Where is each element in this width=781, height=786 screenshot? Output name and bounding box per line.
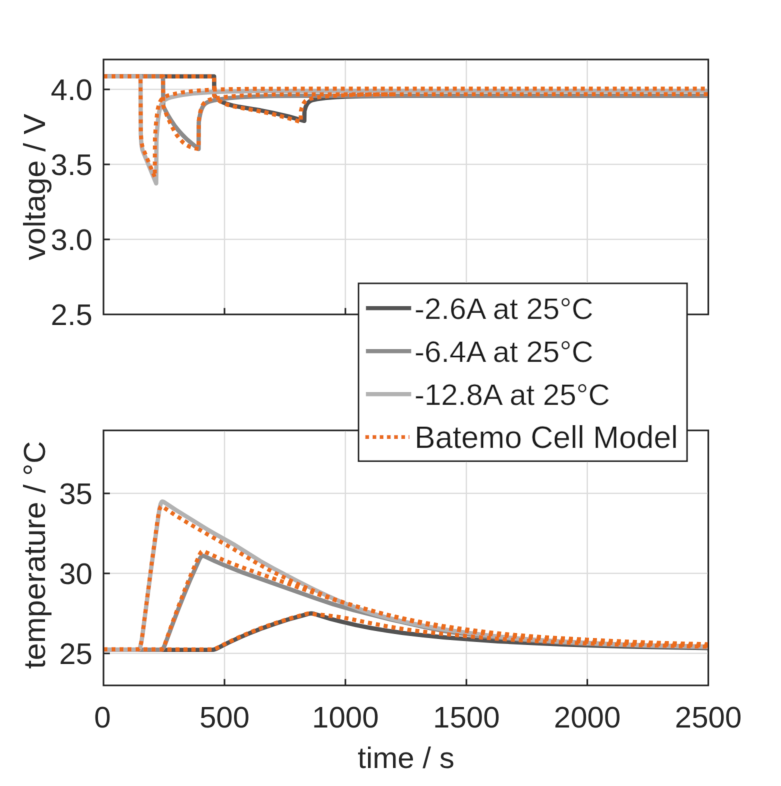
svg-text:3.0: 3.0: [51, 224, 93, 257]
svg-text:voltage / V: voltage / V: [17, 113, 52, 260]
svg-text:30: 30: [59, 558, 92, 591]
svg-text:35: 35: [59, 478, 92, 511]
svg-text:1500: 1500: [433, 702, 500, 735]
svg-text:-12.8A at 25°C: -12.8A at 25°C: [415, 379, 610, 412]
svg-text:-2.6A at 25°C: -2.6A at 25°C: [415, 293, 594, 326]
svg-text:4.0: 4.0: [51, 74, 93, 107]
svg-text:2000: 2000: [554, 702, 621, 735]
svg-text:time / s: time / s: [358, 742, 455, 775]
svg-text:25: 25: [59, 638, 92, 671]
svg-text:500: 500: [199, 702, 249, 735]
svg-text:Batemo Cell Model: Batemo Cell Model: [415, 420, 678, 455]
svg-text:1000: 1000: [312, 702, 379, 735]
svg-text:temperature / °C: temperature / °C: [17, 441, 52, 669]
svg-text:2500: 2500: [675, 702, 742, 735]
svg-text:2.5: 2.5: [51, 299, 93, 332]
svg-text:-6.4A at 25°C: -6.4A at 25°C: [415, 336, 594, 369]
svg-text:0: 0: [94, 702, 111, 735]
svg-text:3.5: 3.5: [51, 149, 93, 182]
